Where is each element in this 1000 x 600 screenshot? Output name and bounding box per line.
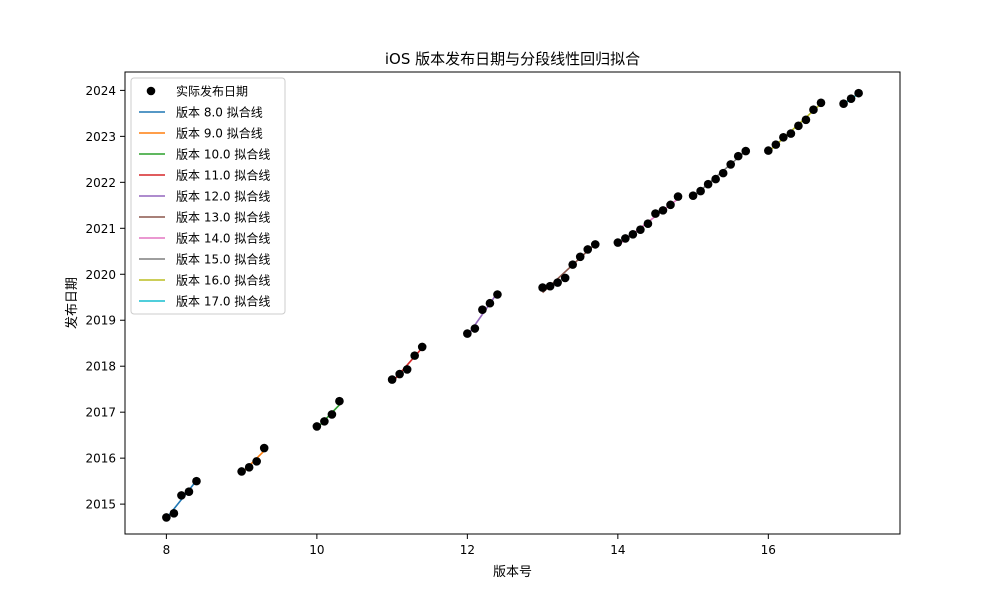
scatter-point-53 [801,115,811,125]
legend-label-0: 版本 8.0 拟合线 [176,105,263,120]
scatter-point-10 [320,417,329,426]
scatter-point-47 [741,146,751,156]
scatter-points [162,88,863,522]
legend-frame [130,77,286,315]
scatter-point-9 [312,422,322,431]
scatter-point-17 [417,342,427,352]
scatter-point-33 [628,229,638,239]
y-axis-ticks: 2015 2016 2017 2018 2019 2020 2021 2022 2023 2024 [85,84,125,512]
scatter-point-25 [553,278,562,287]
plot-frame [124,71,901,535]
scatter-point-38 [666,200,675,210]
scatter-point-29 [583,245,593,254]
y-tick-label-9: 2024 [85,84,116,98]
scatter-point-51 [786,129,796,138]
scatter-point-19 [470,324,480,333]
scatter-point-32 [621,234,630,243]
legend-label-2: 版本 10.0 拟合线 [176,147,270,162]
scatter-point-43 [711,174,720,184]
scatter-point-41 [696,186,705,196]
x-tick-label-2: 12 [460,543,475,557]
scatter-point-22 [493,290,502,299]
scatter-point-39 [673,192,683,201]
scatter-point-13 [387,375,397,384]
scatter-point-28 [575,252,585,262]
scatter-point-37 [658,206,668,215]
y-tick-label-6: 2021 [85,222,116,236]
scatter-point-55 [816,98,826,108]
legend-label-1: 版本 9.0 拟合线 [176,126,263,141]
y-axis-label: 发布日期 [64,277,80,329]
scatter-point-8 [259,443,269,453]
legend-label-9: 版本 17.0 拟合线 [176,294,270,309]
y-tick-label-7: 2022 [85,176,116,190]
scatter-point-44 [718,168,728,178]
scatter-point-18 [463,329,472,338]
y-tick-label-0: 2015 [85,498,116,512]
scatter-point-57 [846,94,856,103]
x-axis-ticks: 8 10 12 14 16 [163,534,776,557]
scatter-point-30 [590,240,600,249]
y-tick-label-5: 2020 [85,268,116,282]
scatter-point-31 [613,238,623,247]
legend-label-6: 版本 14.0 拟合线 [176,231,270,246]
scatter-point-0 [162,513,171,522]
scatter-point-4 [192,476,201,486]
scatter-point-16 [410,351,419,360]
scatter-point-52 [794,121,803,131]
legend-label-4: 版本 12.0 拟合线 [176,189,270,204]
x-axis-label: 版本号 [493,565,532,580]
scatter-point-34 [636,225,645,234]
scatter-point-23 [538,283,547,292]
legend-label-scatter: 实际发布日期 [176,84,248,99]
y-tick-label-1: 2016 [85,452,116,466]
scatter-point-3 [184,487,194,497]
legend-label-8: 版本 16.0 拟合线 [176,273,270,288]
scatter-point-24 [545,281,555,291]
legend-label-3: 版本 11.0 拟合线 [176,168,270,183]
scatter-point-6 [244,463,254,472]
y-tick-label-8: 2023 [85,130,116,144]
legend-label-7: 版本 15.0 拟合线 [176,252,270,267]
chart-title: iOS 版本发布日期与分段线性回归拟合 [385,50,640,68]
y-tick-label-2: 2017 [85,406,116,420]
legend-marker-scatter [146,86,156,96]
scatter-point-1 [169,509,179,518]
scatter-point-50 [779,132,788,142]
scatter-point-27 [568,260,577,269]
scatter-point-40 [688,191,698,200]
scatter-point-11 [327,410,337,419]
scatter-point-35 [643,219,653,229]
x-tick-label-3: 14 [610,543,625,557]
x-tick-label-4: 16 [761,543,776,557]
scatter-point-7 [252,457,261,466]
y-tick-label-4: 2019 [85,314,116,328]
scatter-point-48 [764,146,773,155]
scatter-point-56 [839,99,848,109]
scatter-point-21 [485,298,495,308]
legend-label-5: 版本 13.0 拟合线 [176,210,270,225]
y-tick-label-3: 2018 [85,360,116,374]
scatter-point-5 [237,467,246,476]
scatter-point-15 [402,365,412,374]
scatter-point-54 [809,105,818,114]
scatter-point-46 [733,151,743,161]
scatter-point-42 [703,179,713,189]
scatter-point-49 [771,140,781,149]
scatter-point-2 [177,491,186,500]
scatter-point-45 [726,160,736,169]
x-tick-label-1: 10 [309,543,324,557]
x-tick-label-0: 8 [163,543,171,557]
scatter-point-26 [560,273,570,283]
scatter-point-12 [335,396,344,406]
scatter-point-14 [395,369,404,379]
scatter-point-20 [478,305,487,314]
scatter-point-36 [651,209,660,218]
scatter-point-58 [854,88,863,98]
